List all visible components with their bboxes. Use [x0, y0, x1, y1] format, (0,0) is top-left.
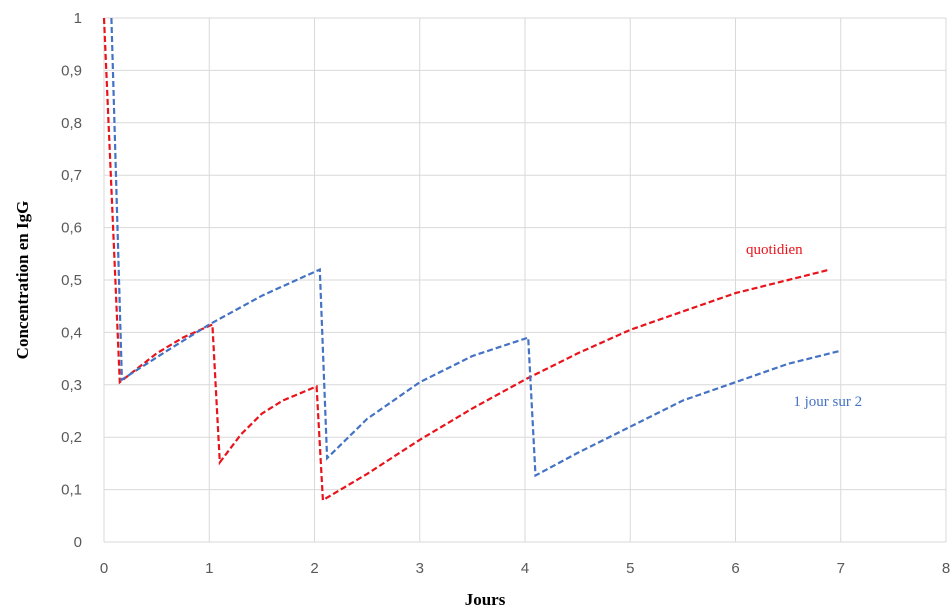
x-tick-label: 8: [942, 560, 950, 577]
x-tick-label: 3: [416, 560, 424, 577]
y-tick-label: 0,9: [61, 62, 82, 79]
x-tick-label: 4: [521, 560, 529, 577]
y-tick-label: 0,2: [61, 429, 82, 446]
x-tick-label: 2: [310, 560, 318, 577]
x-tick-labels: 0 1 2 3 4 5 6 7 8: [100, 560, 950, 577]
y-tick-label: 0,8: [61, 115, 82, 132]
y-tick-label: 0,1: [61, 482, 82, 499]
y-tick-labels: 0 0,1 0,2 0,3 0,4 0,5 0,6 0,7 0,8 0,9 1: [61, 10, 82, 551]
x-tick-label: 6: [731, 560, 739, 577]
y-tick-label: 0,6: [61, 220, 82, 237]
grid-lines: [103, 17, 947, 543]
x-axis-title: Jours: [465, 590, 506, 609]
y-tick-label: 0,7: [61, 167, 82, 184]
x-tick-label: 0: [100, 560, 108, 577]
y-tick-label: 1: [74, 10, 82, 27]
x-tick-label: 1: [205, 560, 213, 577]
series-line-quotidien: [102, 17, 831, 502]
series-annotation: quotidien: [746, 242, 803, 258]
series-annotation: 1 jour sur 2: [793, 394, 862, 410]
x-tick-label: 7: [837, 560, 845, 577]
y-tick-label: 0,5: [61, 272, 82, 289]
series-line-un-jour-sur-deux: [110, 17, 842, 478]
y-tick-label: 0,4: [61, 324, 82, 341]
series-annotations: quotidien 1 jour sur 2: [746, 242, 862, 410]
y-tick-label: 0: [74, 534, 82, 551]
series-lines: [102, 17, 842, 502]
x-tick-label: 5: [626, 560, 634, 577]
y-axis-title: Concentration en IgG: [13, 201, 32, 360]
y-tick-label: 0,3: [61, 377, 82, 394]
